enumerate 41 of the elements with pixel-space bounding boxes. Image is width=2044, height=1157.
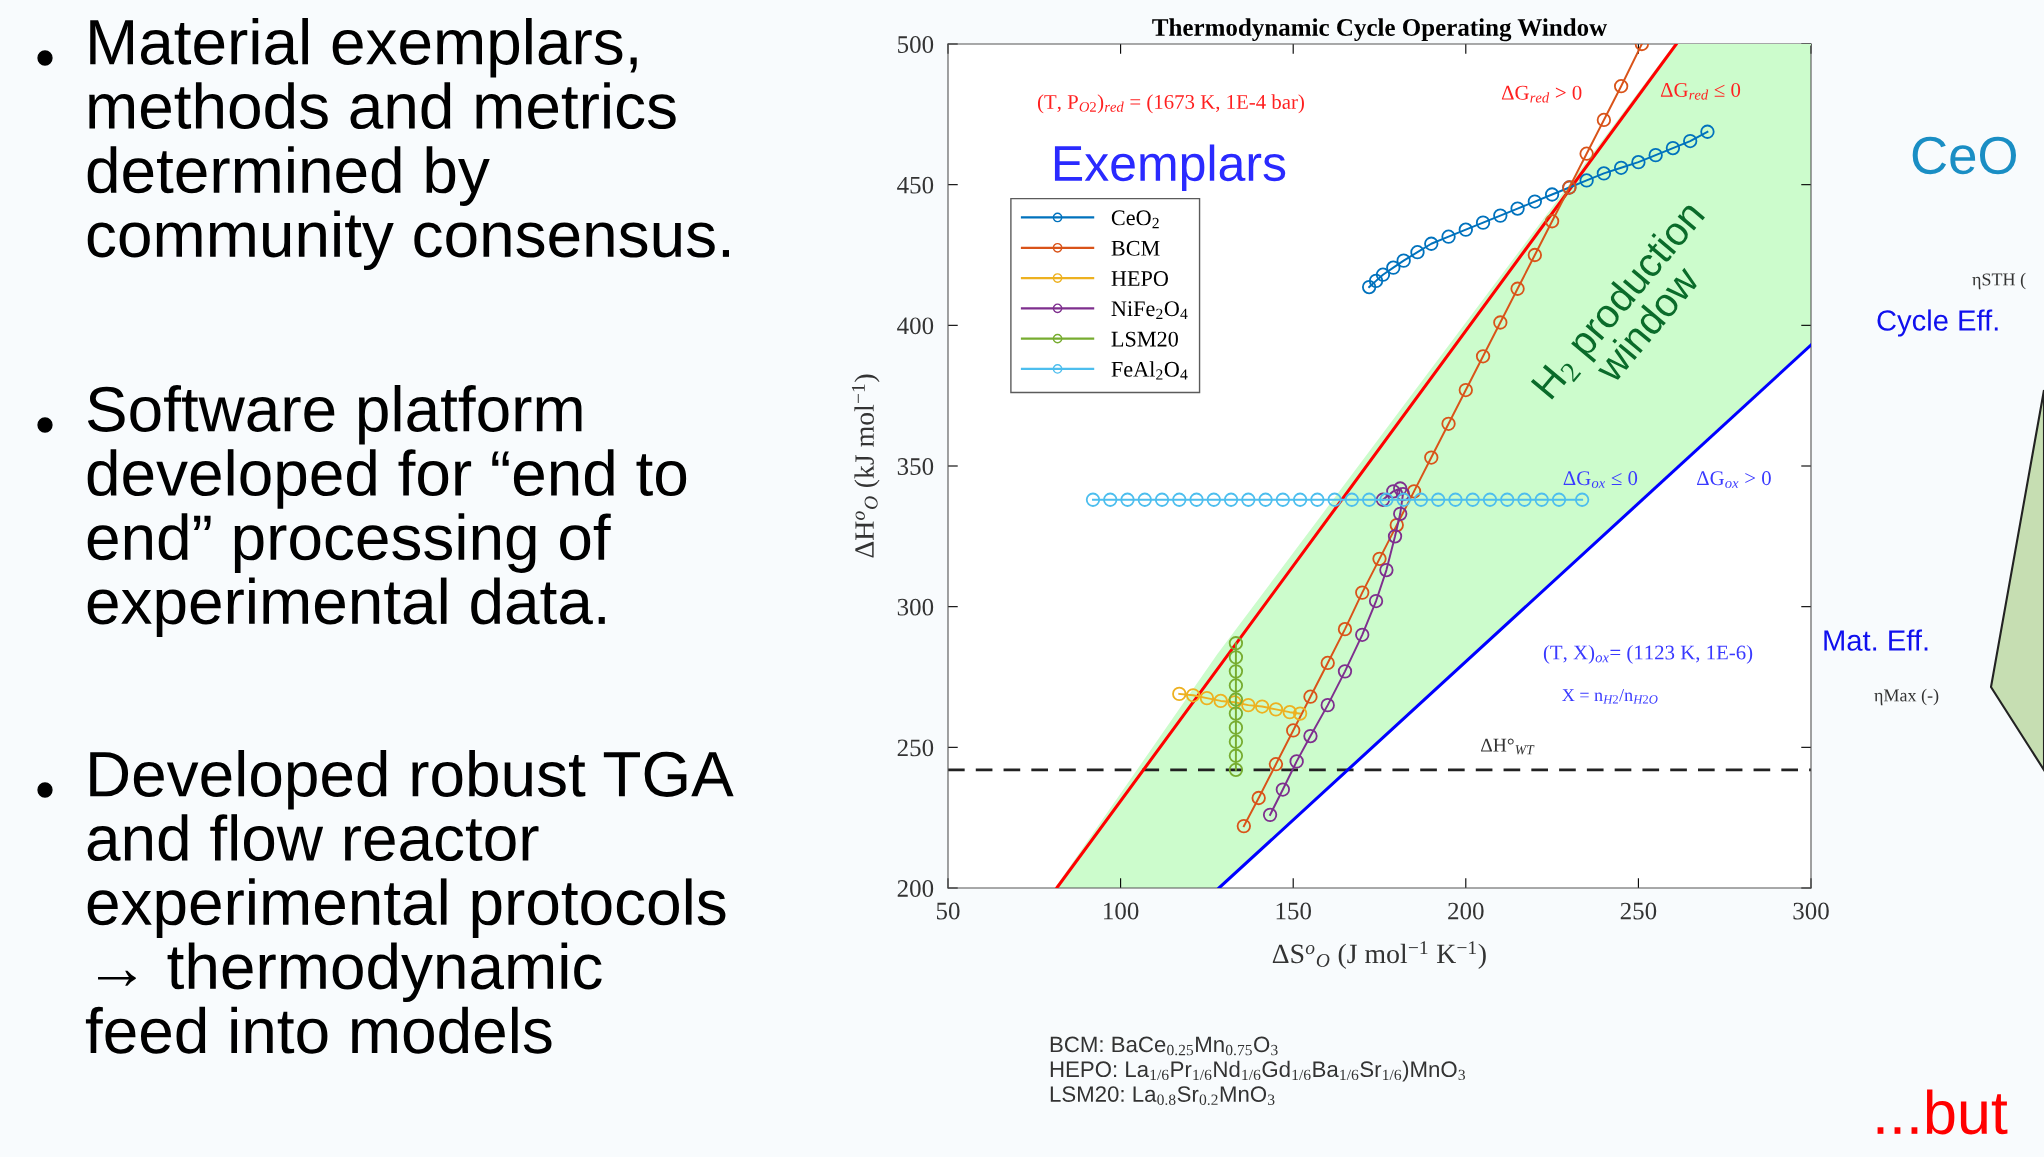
chart-title: Thermodynamic Cycle Operating Window bbox=[1152, 18, 1608, 42]
text: Software platform developed for “end to end” processing of experimental data. bbox=[87, 385, 687, 638]
y-tick-label: 400 bbox=[897, 317, 934, 335]
annotation: X = n$_{H2}$/n$_{H2O}$ bbox=[1562, 689, 1658, 704]
y-tick-label: 250 bbox=[897, 739, 934, 757]
y-tick-label: 300 bbox=[897, 598, 934, 616]
annotation: (T, P$_{O2}$)$_{red}$ = (1673 K, 1E-4 bar) bbox=[1037, 94, 1304, 114]
legend-label: LSM20 bbox=[1111, 331, 1178, 347]
x-axis-title: ΔS$^{o}$$_{O}$ (J mol$^{−1}$ K$^{−1}$) bbox=[1272, 941, 1486, 969]
annotation: ΔG$_{ox}$ ≤ 0 bbox=[1563, 471, 1638, 488]
text: Cycle Eff. bbox=[1877, 309, 1998, 337]
text: ...but bbox=[1877, 1089, 2008, 1135]
text: Material exemplars, methods and metrics determined by community consensus. bbox=[87, 18, 729, 271]
annotation: ΔG$_{red}$ ≤ 0 bbox=[1660, 82, 1741, 100]
text: Mat. Eff. bbox=[1824, 629, 1928, 651]
text: ηMax (-) bbox=[1874, 688, 1939, 706]
legend-label: FeAl$_{2}$O$_{4}$ bbox=[1111, 361, 1188, 380]
x-tick-label: 50 bbox=[936, 902, 960, 920]
ref-line-label: ΔH°$_{WT}$ bbox=[1481, 738, 1535, 755]
legend-label: CeO$_{2}$ bbox=[1111, 210, 1159, 229]
y-tick-label: 200 bbox=[897, 880, 934, 897]
x-tick-label: 100 bbox=[1104, 902, 1139, 920]
legend-label: BCM bbox=[1111, 240, 1160, 256]
y-tick-label: 350 bbox=[897, 458, 934, 475]
x-tick-label: 300 bbox=[1793, 902, 1829, 920]
y-axis-title: ΔH$^{o}$$_{O}$ (kJ mol$^{−1}$) bbox=[851, 374, 880, 558]
y-tick-label: 500 bbox=[898, 36, 934, 53]
text: ηSTH ( bbox=[1972, 272, 2026, 290]
annotation: ΔG$_{ox}$ > 0 bbox=[1697, 471, 1771, 488]
legend-label: HEPO bbox=[1111, 271, 1169, 287]
x-tick-label: 150 bbox=[1276, 902, 1311, 920]
legend-label: NiFe$_{2}$O$_{4}$ bbox=[1111, 301, 1188, 320]
annotation: Exemplars bbox=[1054, 144, 1286, 192]
text: Developed robust TGA and flow reactor experimental protocols → thermodynamic feed into models bbox=[85, 750, 734, 1054]
x-tick-label: 200 bbox=[1448, 902, 1484, 920]
annotation: ΔG$_{red}$ > 0 bbox=[1501, 85, 1582, 103]
y-tick-label: 450 bbox=[897, 176, 934, 194]
text: CeO bbox=[1912, 136, 2016, 175]
x-tick-label: 250 bbox=[1620, 902, 1657, 920]
text: BCM: BaCe$_{0.25}$Mn$_{0.75}$O$_{3}$ HEPO: La$_{1/6}$Pr$_{1/6}$Nd$_{1/6}$Gd$_{1/6}$Ba$_{1/6}$Sr$_{1/6}$)MnO$_{3}$ LSM20: La$_{0.8}$Sr$_{0.2}$MnO$_{3}$ bbox=[1050, 1036, 1466, 1106]
annotation: (T, X)$_{ox}$= (1123 K, 1E-6) bbox=[1543, 644, 1753, 664]
